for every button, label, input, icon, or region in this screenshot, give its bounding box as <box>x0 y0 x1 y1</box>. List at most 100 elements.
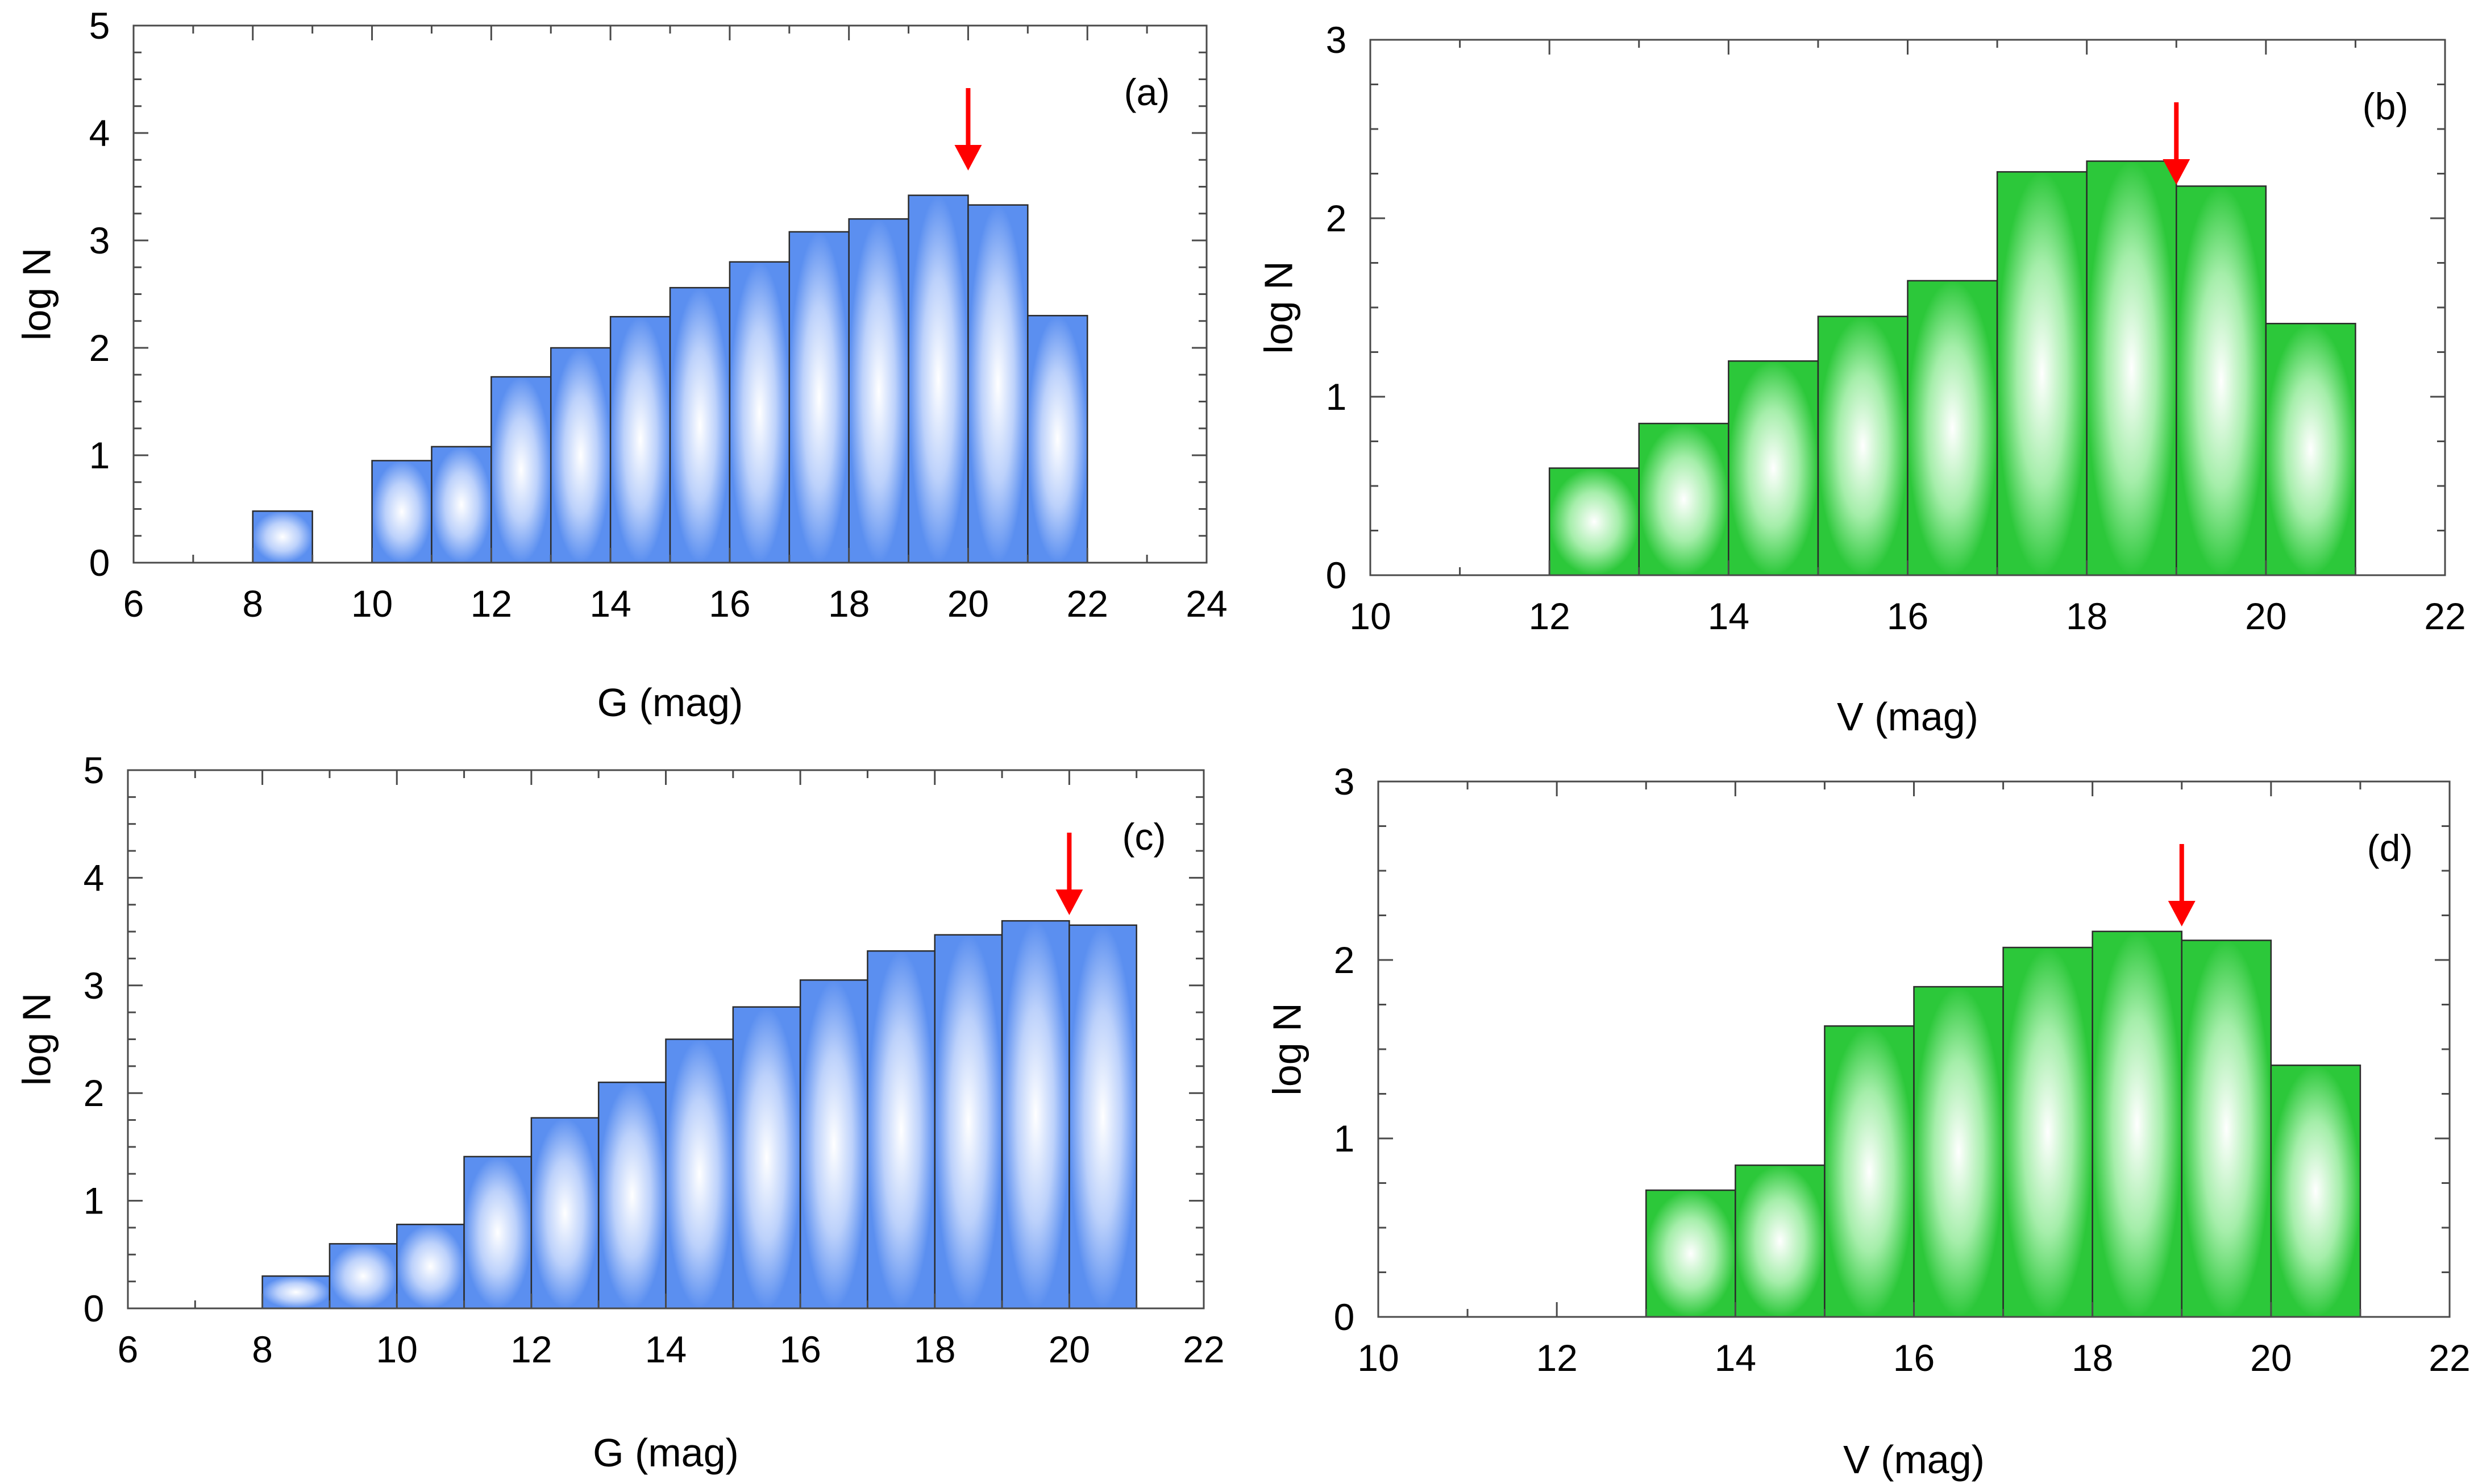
x-tick-label-b-4: 18 <box>2066 595 2107 637</box>
bar-d-1 <box>1735 1164 1826 1318</box>
arrow-head-b <box>2163 159 2190 185</box>
y-tick-label-c-1: 1 <box>84 1180 105 1222</box>
x-tick-label-a-4: 14 <box>589 583 631 625</box>
x-axis-title-c: G (mag) <box>593 1431 739 1475</box>
bar-c-8 <box>799 979 868 1310</box>
bar-d-0 <box>1645 1189 1736 1318</box>
y-tick-label-a-2: 2 <box>89 327 110 369</box>
x-tick-label-a-6: 18 <box>828 583 870 625</box>
bar-d-2 <box>1824 1025 1915 1318</box>
bar-a-8 <box>788 231 850 564</box>
bar-a-11 <box>967 204 1029 564</box>
bar-a-4 <box>550 347 612 564</box>
x-tick-label-d-4: 18 <box>2072 1337 2113 1379</box>
bar-b-1 <box>1638 422 1729 576</box>
x-tick-label-b-2: 14 <box>1708 595 1749 637</box>
x-tick-label-a-3: 12 <box>471 583 512 625</box>
bar-a-10 <box>908 194 969 564</box>
x-tick-label-a-5: 16 <box>709 583 750 625</box>
y-tick-label-c-3: 3 <box>84 965 105 1007</box>
x-tick-label-d-0: 10 <box>1357 1337 1399 1379</box>
x-axis-title-d: V (mag) <box>1843 1437 1985 1482</box>
arrow-head-d <box>2168 901 2196 926</box>
bar-c-9 <box>867 950 936 1310</box>
x-tick-label-d-1: 12 <box>1536 1337 1577 1379</box>
x-tick-label-d-2: 14 <box>1715 1337 1756 1379</box>
bar-b-0 <box>1548 467 1640 576</box>
x-tick-label-c-8: 22 <box>1183 1328 1224 1370</box>
bar-a-9 <box>848 218 909 564</box>
y-axis-title-d: log N <box>1265 1003 1309 1095</box>
bar-b-2 <box>1728 360 1819 576</box>
bar-c-2 <box>396 1224 465 1310</box>
bar-a-1 <box>371 460 433 564</box>
bar-d-6 <box>2181 940 2272 1318</box>
y-tick-label-b-0: 0 <box>1326 554 1347 596</box>
arrow-marker-d <box>2168 844 2196 926</box>
y-axis-title-c: log N <box>14 993 59 1086</box>
x-tick-label-d-5: 20 <box>2250 1337 2292 1379</box>
y-tick-label-d-0: 0 <box>1334 1296 1355 1338</box>
arrow-marker-c <box>1055 833 1083 915</box>
bar-c-0 <box>261 1275 331 1310</box>
y-tick-label-b-1: 1 <box>1326 376 1347 418</box>
x-tick-label-c-4: 14 <box>645 1328 687 1370</box>
x-tick-label-a-8: 22 <box>1067 583 1108 625</box>
x-tick-label-c-5: 16 <box>779 1328 821 1370</box>
x-axis-title-a: G (mag) <box>597 680 743 725</box>
y-tick-label-a-5: 5 <box>89 5 110 47</box>
x-tick-label-c-0: 6 <box>118 1328 139 1370</box>
y-axis-title-b: log N <box>1256 261 1300 354</box>
y-tick-label-b-3: 3 <box>1326 19 1347 61</box>
bar-c-6 <box>665 1038 734 1310</box>
x-tick-label-a-1: 8 <box>242 583 263 625</box>
bar-b-7 <box>2176 185 2267 576</box>
arrow-head-a <box>954 145 982 171</box>
panel-label-a: (a) <box>1124 71 1170 113</box>
y-tick-label-d-1: 1 <box>1334 1117 1355 1159</box>
bar-c-5 <box>597 1082 667 1310</box>
bar-a-12 <box>1027 315 1088 564</box>
x-tick-label-b-6: 22 <box>2424 595 2465 637</box>
arrow-head-c <box>1055 889 1083 915</box>
y-tick-label-b-2: 2 <box>1326 197 1347 239</box>
y-tick-label-d-3: 3 <box>1334 760 1355 803</box>
bar-c-3 <box>463 1155 533 1310</box>
x-tick-label-d-6: 22 <box>2429 1337 2470 1379</box>
bar-a-7 <box>729 261 791 564</box>
y-tick-label-a-3: 3 <box>89 219 110 261</box>
bar-c-1 <box>329 1243 398 1310</box>
bar-d-4 <box>2002 946 2093 1318</box>
bar-d-5 <box>2092 930 2183 1318</box>
x-tick-label-d-3: 16 <box>1893 1337 1935 1379</box>
y-tick-label-a-4: 4 <box>89 112 110 154</box>
bar-c-12 <box>1068 924 1137 1310</box>
y-tick-label-c-4: 4 <box>84 857 105 899</box>
bar-b-4 <box>1907 280 1998 576</box>
x-tick-label-c-7: 20 <box>1049 1328 1090 1370</box>
bar-b-6 <box>2086 160 2177 576</box>
x-tick-label-c-3: 12 <box>510 1328 552 1370</box>
panel-label-b: (b) <box>2363 85 2409 127</box>
bar-b-8 <box>2265 323 2356 576</box>
bar-c-11 <box>1001 920 1070 1310</box>
bar-d-7 <box>2270 1065 2361 1318</box>
panel-label-c: (c) <box>1122 816 1166 858</box>
arrow-marker-b <box>2163 102 2190 185</box>
y-tick-label-a-0: 0 <box>89 542 110 584</box>
y-tick-label-c-2: 2 <box>84 1072 105 1114</box>
y-tick-label-c-5: 5 <box>84 749 105 791</box>
x-tick-label-c-1: 8 <box>252 1328 273 1370</box>
x-tick-label-a-7: 20 <box>947 583 989 625</box>
bar-a-5 <box>609 315 671 564</box>
bar-b-3 <box>1817 315 1909 576</box>
x-tick-label-b-3: 16 <box>1887 595 1928 637</box>
bar-d-3 <box>1913 986 2004 1318</box>
bar-c-7 <box>732 1006 801 1310</box>
x-axis-title-b: V (mag) <box>1837 695 1978 739</box>
